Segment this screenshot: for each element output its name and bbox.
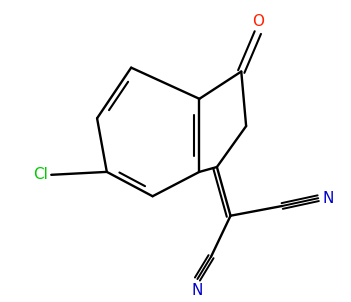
Text: N: N: [322, 191, 333, 206]
Text: N: N: [192, 283, 203, 298]
Text: O: O: [252, 14, 264, 29]
Text: Cl: Cl: [33, 167, 48, 182]
